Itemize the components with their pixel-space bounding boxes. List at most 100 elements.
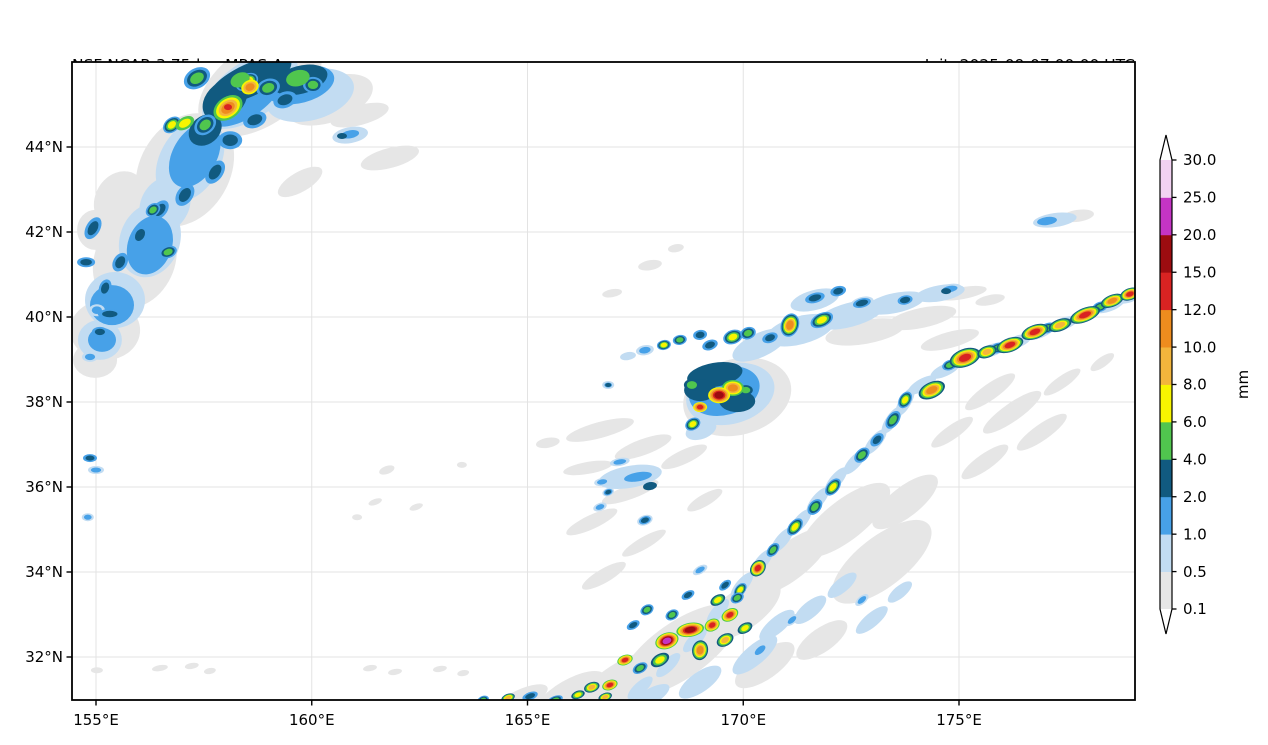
- precip-cell: [178, 188, 191, 202]
- precip-cell: [595, 504, 605, 510]
- precip-cell: [791, 522, 799, 531]
- precip-cell: [87, 221, 99, 236]
- precip-cell: [1078, 311, 1092, 319]
- precip-cell: [737, 586, 744, 594]
- colorbar-tick-label: 6.0: [1183, 413, 1207, 431]
- precip-cell: [808, 294, 822, 302]
- precip-cell: [668, 612, 676, 618]
- precip-cell: [606, 682, 614, 688]
- precip-cell: [574, 692, 582, 698]
- precip-patch: [184, 662, 199, 670]
- colorbar-segment: [1160, 272, 1172, 311]
- precip-cell: [100, 282, 110, 294]
- colorbar-segment: [1160, 384, 1172, 423]
- map-plot-area: [72, 62, 1135, 700]
- precip-cell: [624, 471, 652, 482]
- precip-cell: [286, 69, 310, 87]
- precip-cell: [1107, 297, 1118, 304]
- x-tick-label: 170°E: [720, 711, 766, 729]
- precip-cell: [655, 656, 665, 664]
- precip-patch: [535, 437, 560, 449]
- precip-cell: [696, 645, 704, 655]
- y-tick-label: 36°N: [25, 478, 63, 496]
- colorbar-tick-label: 10.0: [1183, 338, 1216, 356]
- precip-cell: [695, 566, 705, 574]
- precip-cell: [754, 645, 766, 655]
- precip-cell: [102, 310, 118, 318]
- precip-cell: [80, 259, 92, 266]
- precip-cell: [721, 581, 729, 589]
- precip-patch: [1090, 353, 1115, 372]
- precip-cell: [505, 695, 512, 700]
- colorbar-tick-label: 25.0: [1183, 189, 1216, 207]
- precip-cell: [245, 83, 255, 91]
- precip-cell: [829, 483, 837, 491]
- precip-cell: [714, 391, 724, 399]
- precip-cell: [705, 341, 715, 349]
- precip-cell: [90, 467, 102, 473]
- precip-cell: [525, 693, 535, 700]
- precip-patch: [887, 581, 913, 603]
- y-tick-label: 44°N: [25, 138, 63, 156]
- precip-cell: [643, 481, 657, 491]
- precip-cell: [901, 396, 909, 404]
- precip-patch: [800, 482, 891, 558]
- precip-cell: [307, 80, 319, 90]
- precip-cell: [134, 229, 146, 241]
- precip-cell: [833, 287, 844, 295]
- precip-cell: [597, 479, 608, 485]
- precip-cell: [811, 502, 819, 512]
- precip-cell: [149, 206, 157, 214]
- precip-cell: [660, 342, 668, 348]
- precip-patch: [203, 667, 216, 675]
- precip-patch: [152, 664, 168, 672]
- precip-cell: [816, 316, 827, 324]
- precip-patch: [388, 668, 402, 676]
- precip-cell: [1029, 328, 1041, 336]
- x-tick-label: 165°E: [505, 711, 551, 729]
- precip-patch: [602, 288, 622, 298]
- precip-patch: [456, 461, 467, 468]
- precip-cell: [115, 256, 126, 269]
- colorbar-segment: [1160, 571, 1172, 610]
- precip-patch: [566, 508, 618, 536]
- colorbar-tick-label: 1.0: [1183, 525, 1207, 543]
- colorbar-tick-label: 0.1: [1183, 600, 1207, 618]
- colorbar-segment: [1160, 459, 1172, 498]
- colorbar-segment: [1160, 160, 1172, 198]
- colorbar-segment: [1160, 309, 1172, 348]
- precip-patch: [832, 519, 932, 604]
- precip-patch: [796, 620, 848, 660]
- colorbar-tick-label: 8.0: [1183, 376, 1207, 394]
- precip-cell: [588, 684, 596, 690]
- precip-patch: [614, 434, 672, 460]
- precip-cell: [84, 353, 96, 361]
- precip-cell: [713, 596, 722, 604]
- precip-patch: [330, 102, 389, 128]
- precip-cell: [889, 415, 897, 425]
- x-tick-label: 175°E: [936, 711, 982, 729]
- precip-cell: [857, 596, 867, 604]
- precip-patch: [1016, 413, 1067, 451]
- precip-cell: [613, 459, 627, 465]
- precip-patch: [277, 166, 323, 198]
- precip-cell: [676, 337, 684, 343]
- colorbar-segment: [1160, 347, 1172, 385]
- precip-patch: [457, 669, 470, 677]
- precip-patch: [363, 664, 377, 672]
- precip-patch: [961, 444, 1009, 480]
- y-tick-label: 42°N: [25, 223, 63, 241]
- precip-cell: [1004, 341, 1016, 349]
- precip-cell: [743, 329, 753, 337]
- precip-patch: [360, 145, 419, 171]
- colorbar-tick-label: 30.0: [1183, 151, 1216, 169]
- precip-cell: [639, 346, 651, 354]
- precip-cell: [899, 296, 911, 304]
- precip-cell: [926, 386, 938, 395]
- precip-cell: [684, 626, 696, 633]
- precip-cell: [179, 118, 191, 128]
- precip-patch: [735, 641, 795, 689]
- precip-patch: [622, 529, 666, 557]
- precip-cell: [277, 94, 293, 106]
- precip-patch: [855, 606, 888, 634]
